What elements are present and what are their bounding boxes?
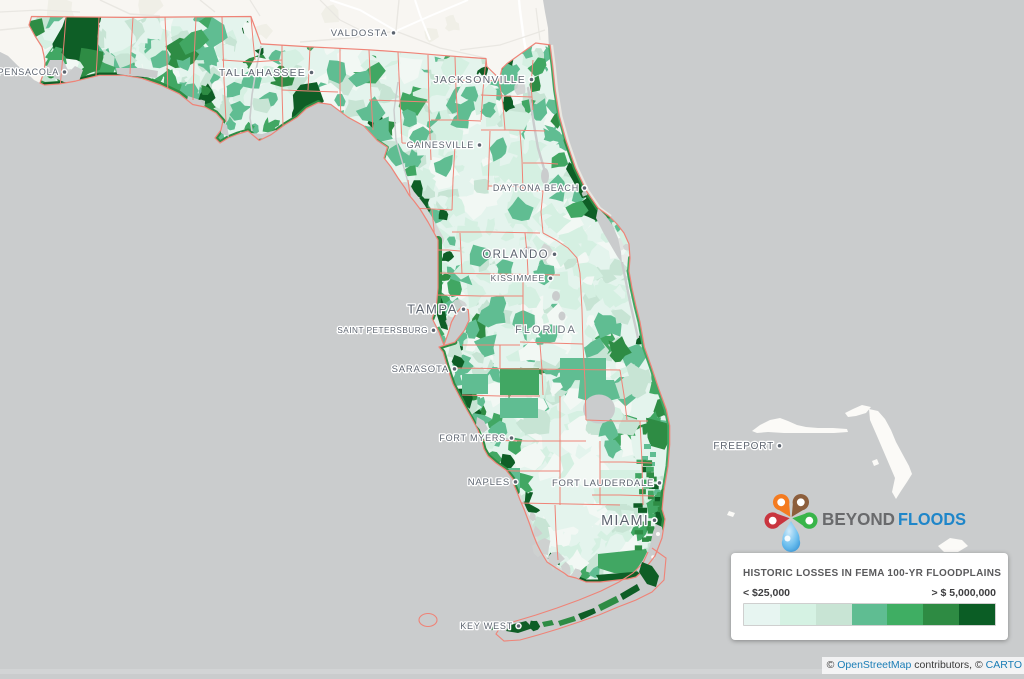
svg-text:NAPLES: NAPLES [468, 477, 510, 488]
svg-text:VALDOSTA: VALDOSTA [331, 28, 388, 39]
svg-text:DAYTONA BEACH: DAYTONA BEACH [493, 183, 579, 193]
svg-text:PENSACOLA: PENSACOLA [0, 67, 59, 77]
svg-text:GAINESVILLE: GAINESVILLE [407, 140, 474, 150]
svg-text:FREEPORT: FREEPORT [713, 441, 774, 452]
svg-text:SAINT PETERSBURG: SAINT PETERSBURG [337, 326, 428, 335]
svg-text:MIAMI: MIAMI [601, 513, 649, 529]
svg-text:SARASOTA: SARASOTA [392, 364, 449, 375]
svg-text:JACKSONVILLE: JACKSONVILLE [433, 74, 526, 86]
svg-text:FLORIDA: FLORIDA [515, 324, 577, 336]
svg-text:KEY WEST: KEY WEST [460, 621, 513, 631]
svg-text:FORT LAUDERDALE: FORT LAUDERDALE [552, 478, 654, 489]
svg-text:KISSIMMEE: KISSIMMEE [491, 273, 545, 283]
svg-text:FORT MYERS: FORT MYERS [439, 433, 506, 443]
svg-text:FLOODS: FLOODS [898, 509, 966, 529]
svg-text:TALLAHASSEE: TALLAHASSEE [219, 67, 306, 79]
svg-text:ORLANDO: ORLANDO [482, 249, 549, 261]
svg-text:BEYOND: BEYOND [822, 509, 895, 529]
svg-text:TAMPA: TAMPA [407, 302, 458, 317]
